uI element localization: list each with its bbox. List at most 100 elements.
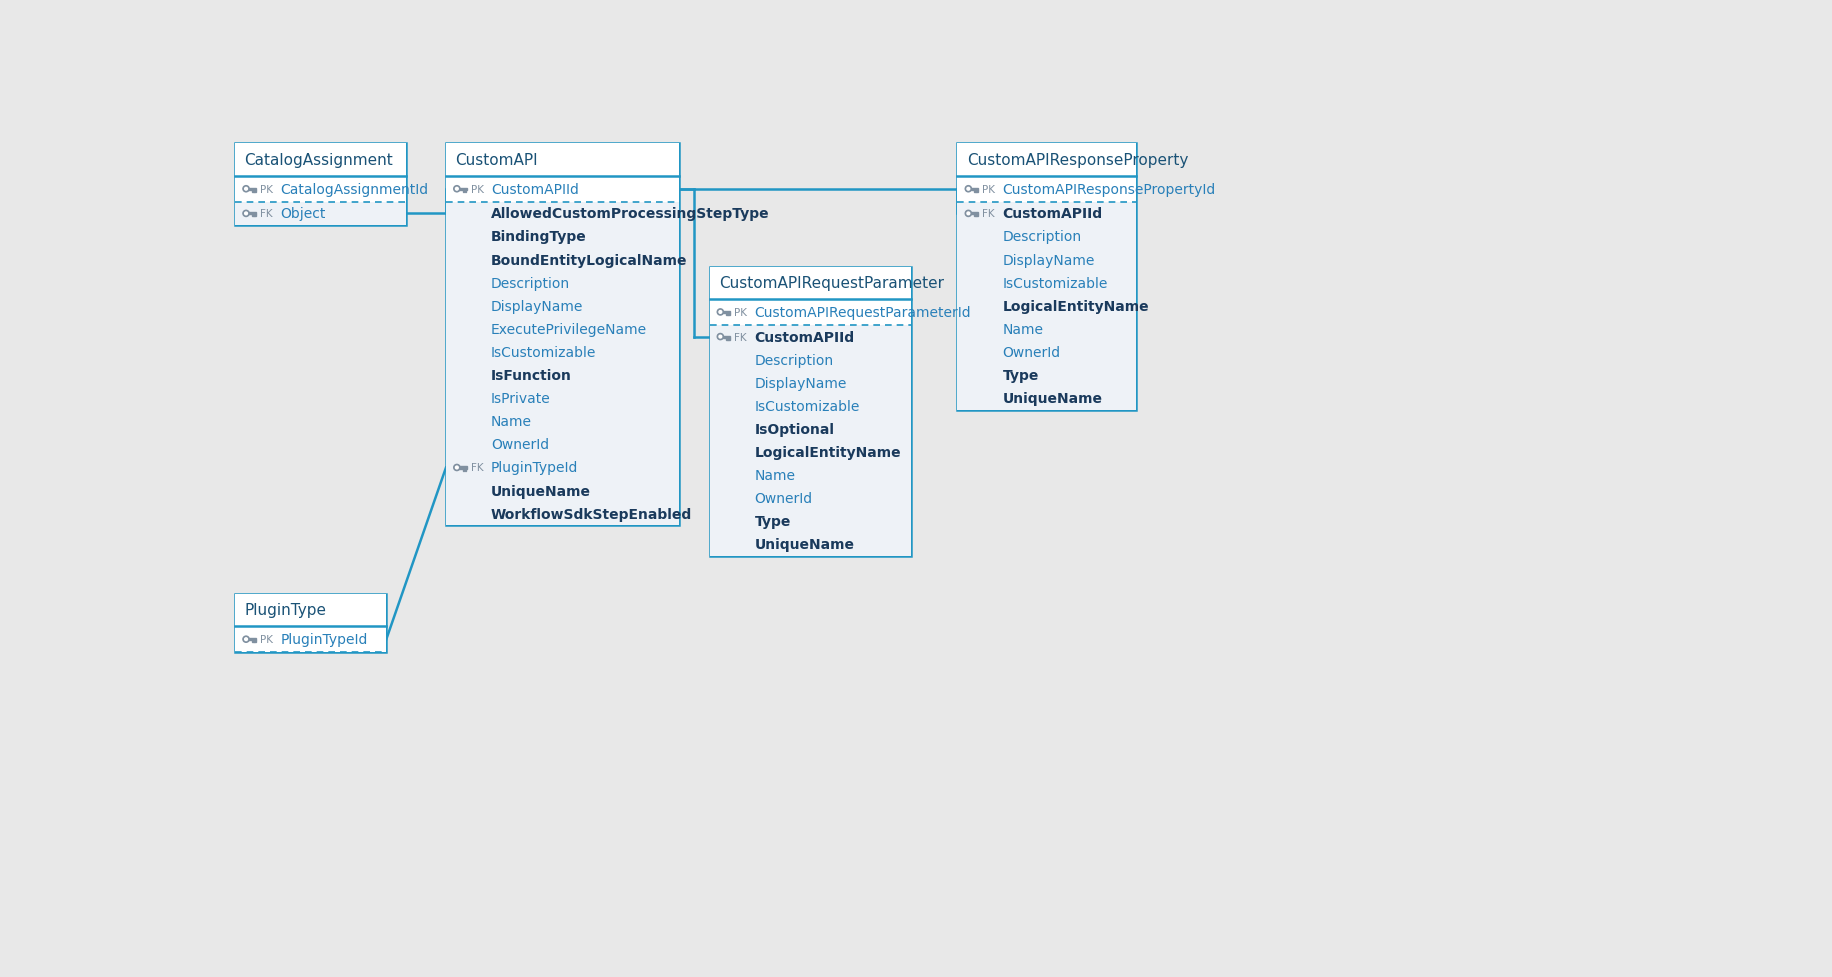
Text: CatalogAssignmentId: CatalogAssignmentId	[280, 183, 429, 196]
Text: UniqueName: UniqueName	[1002, 392, 1103, 405]
FancyBboxPatch shape	[445, 341, 678, 364]
Circle shape	[965, 211, 971, 217]
Text: CustomAPIId: CustomAPIId	[755, 330, 854, 344]
Circle shape	[965, 187, 971, 192]
FancyBboxPatch shape	[958, 249, 1136, 272]
Text: IsPrivate: IsPrivate	[491, 392, 551, 405]
Circle shape	[245, 638, 247, 641]
Circle shape	[454, 187, 460, 192]
Text: BoundEntityLogicalName: BoundEntityLogicalName	[491, 253, 687, 268]
FancyBboxPatch shape	[709, 441, 911, 464]
FancyBboxPatch shape	[445, 177, 678, 202]
Text: PluginTypeId: PluginTypeId	[280, 632, 368, 647]
Bar	[724, 336, 731, 338]
FancyBboxPatch shape	[445, 387, 678, 410]
Text: IsFunction: IsFunction	[491, 368, 572, 383]
Text: Object: Object	[280, 207, 326, 221]
FancyBboxPatch shape	[709, 268, 911, 557]
Text: ExecutePrivilegeName: ExecutePrivilegeName	[491, 322, 647, 336]
FancyBboxPatch shape	[709, 510, 911, 533]
Text: Name: Name	[755, 469, 795, 483]
Text: CustomAPIId: CustomAPIId	[1002, 207, 1103, 221]
FancyBboxPatch shape	[445, 318, 678, 341]
FancyBboxPatch shape	[958, 177, 1136, 202]
Text: CustomAPIResponsePropertyId: CustomAPIResponsePropertyId	[1002, 183, 1216, 196]
FancyBboxPatch shape	[958, 202, 1136, 226]
Circle shape	[716, 334, 724, 340]
Bar	[460, 467, 467, 469]
Bar	[249, 189, 256, 191]
Bar	[724, 312, 731, 314]
Text: CustomAPIResponseProperty: CustomAPIResponseProperty	[967, 152, 1189, 168]
Text: DisplayName: DisplayName	[1002, 253, 1096, 268]
FancyBboxPatch shape	[445, 434, 678, 456]
FancyBboxPatch shape	[234, 594, 387, 626]
Text: LogicalEntityName: LogicalEntityName	[755, 446, 901, 459]
FancyBboxPatch shape	[958, 145, 1136, 410]
FancyBboxPatch shape	[445, 502, 678, 526]
Text: UniqueName: UniqueName	[755, 538, 854, 552]
Text: PK: PK	[260, 634, 273, 645]
FancyBboxPatch shape	[445, 480, 678, 502]
Text: UniqueName: UniqueName	[491, 484, 592, 498]
FancyBboxPatch shape	[445, 145, 678, 177]
FancyBboxPatch shape	[709, 488, 911, 510]
FancyBboxPatch shape	[234, 145, 405, 177]
FancyBboxPatch shape	[445, 295, 678, 318]
Text: DisplayName: DisplayName	[491, 300, 583, 314]
Circle shape	[244, 211, 249, 217]
Text: OwnerId: OwnerId	[491, 438, 550, 452]
Text: IsCustomizable: IsCustomizable	[491, 346, 597, 360]
FancyBboxPatch shape	[234, 145, 405, 226]
FancyBboxPatch shape	[958, 364, 1136, 387]
Circle shape	[244, 187, 249, 192]
Circle shape	[967, 213, 969, 216]
Text: OwnerId: OwnerId	[1002, 346, 1061, 360]
Text: WorkflowSdkStepEnabled: WorkflowSdkStepEnabled	[491, 507, 692, 521]
FancyBboxPatch shape	[709, 533, 911, 557]
FancyBboxPatch shape	[709, 418, 911, 441]
FancyBboxPatch shape	[709, 372, 911, 395]
FancyBboxPatch shape	[234, 177, 405, 202]
FancyBboxPatch shape	[709, 268, 911, 300]
Text: CatalogAssignment: CatalogAssignment	[244, 152, 394, 168]
FancyBboxPatch shape	[445, 145, 678, 526]
Circle shape	[718, 312, 722, 314]
FancyBboxPatch shape	[958, 226, 1136, 249]
Circle shape	[454, 465, 460, 471]
FancyBboxPatch shape	[958, 272, 1136, 295]
FancyBboxPatch shape	[445, 226, 678, 249]
Text: IsCustomizable: IsCustomizable	[1002, 276, 1108, 290]
FancyBboxPatch shape	[958, 387, 1136, 410]
FancyBboxPatch shape	[445, 410, 678, 434]
Text: PK: PK	[735, 308, 747, 318]
Text: IsCustomizable: IsCustomizable	[755, 400, 859, 413]
FancyBboxPatch shape	[445, 364, 678, 387]
Bar	[971, 189, 978, 191]
Text: IsOptional: IsOptional	[755, 422, 834, 437]
Text: PluginTypeId: PluginTypeId	[491, 461, 579, 475]
FancyBboxPatch shape	[234, 202, 405, 226]
Text: FK: FK	[260, 209, 273, 219]
Bar	[249, 213, 256, 215]
Text: FK: FK	[982, 209, 995, 219]
Bar	[971, 213, 978, 215]
Circle shape	[244, 636, 249, 643]
FancyBboxPatch shape	[445, 202, 678, 226]
Text: Description: Description	[491, 276, 570, 290]
Text: PK: PK	[982, 185, 995, 194]
Circle shape	[456, 467, 458, 469]
Text: OwnerId: OwnerId	[755, 491, 813, 506]
Text: Type: Type	[1002, 368, 1039, 383]
Circle shape	[718, 336, 722, 339]
Text: CustomAPIId: CustomAPIId	[491, 183, 579, 196]
FancyBboxPatch shape	[445, 249, 678, 272]
Text: DisplayName: DisplayName	[755, 376, 846, 391]
FancyBboxPatch shape	[709, 300, 911, 325]
FancyBboxPatch shape	[958, 341, 1136, 364]
FancyBboxPatch shape	[445, 456, 678, 480]
Circle shape	[245, 189, 247, 191]
Text: PK: PK	[260, 185, 273, 194]
Text: Description: Description	[1002, 231, 1081, 244]
Text: FK: FK	[471, 463, 484, 473]
